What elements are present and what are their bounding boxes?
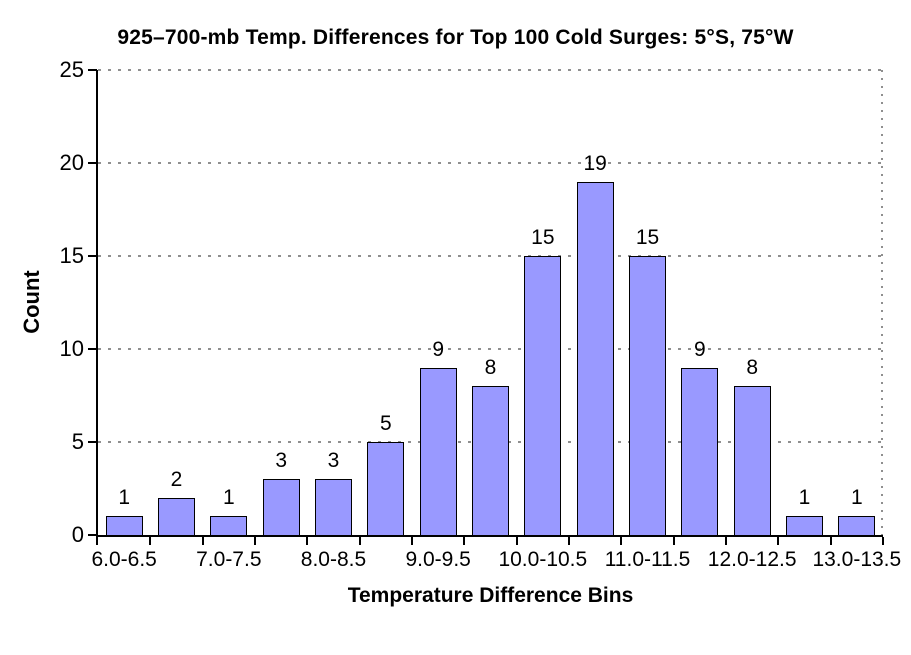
x-axis-title: Temperature Difference Bins: [347, 584, 634, 607]
y-tick-label: 15: [59, 243, 84, 268]
bar-value-label: 15: [635, 226, 660, 249]
bar-value-label: 2: [170, 467, 183, 491]
x-axis-tick: [829, 537, 832, 545]
bar: [158, 497, 195, 535]
bar-value-label: 5: [379, 412, 392, 435]
x-tick-label: 7.0-7.5: [196, 548, 262, 571]
bar: [262, 479, 300, 535]
bar: [681, 367, 719, 535]
gridline: [98, 162, 883, 164]
bar-value-label: 1: [222, 486, 235, 510]
y-tick-label: 5: [71, 429, 84, 454]
y-axis-tick: [88, 255, 97, 257]
bar: [105, 516, 143, 535]
x-axis-tick: [568, 537, 570, 545]
gridline: [98, 255, 883, 257]
x-tick-label: 8.0-8.5: [300, 548, 367, 571]
gridline: [98, 348, 883, 350]
bar: [367, 442, 405, 535]
chart-title: 925–700-mb Temp. Differences for Top 100…: [117, 26, 794, 49]
y-axis-tick: [88, 69, 97, 71]
y-tick-label: 10: [59, 336, 84, 361]
y-tick-label: 0: [71, 522, 84, 547]
x-axis-line: [96, 535, 883, 537]
bar: [210, 516, 248, 535]
bar-value-label: 15: [531, 226, 555, 249]
bar: [786, 516, 823, 535]
bar: [315, 479, 352, 535]
x-axis-tick: [254, 537, 256, 545]
bar: [629, 256, 666, 535]
x-tick-label: 9.0-9.5: [405, 548, 471, 571]
bar-value-label: 3: [327, 449, 340, 473]
x-tick-label: 13.0-13.5: [812, 548, 902, 571]
plot-area: 1 2 1 3 3 5 9 8 15 19 15 9 8 1 1: [98, 69, 883, 535]
x-axis-tick: [411, 537, 413, 545]
bar: [419, 367, 457, 535]
bar-value-label: 1: [850, 486, 863, 510]
bar-value-label: 8: [746, 356, 758, 380]
x-tick-label: 6.0-6.5: [91, 548, 157, 571]
y-tick-label: 25: [59, 57, 84, 82]
x-axis-tick: [306, 537, 309, 545]
y-axis-line: [96, 70, 98, 545]
bar: [838, 516, 876, 535]
y-axis-tick: [88, 162, 97, 164]
y-axis-tick: [88, 348, 97, 350]
bar-value-label: 3: [275, 449, 287, 473]
y-tick-label: 20: [59, 150, 84, 175]
x-axis-tick: [201, 537, 204, 545]
x-tick-label: 10.0-10.5: [498, 548, 588, 571]
bar-value-label: 19: [583, 151, 607, 175]
x-axis-tick: [672, 537, 675, 545]
x-axis-tick: [725, 537, 727, 545]
x-axis-tick: [882, 537, 884, 545]
bar-value-label: 9: [693, 337, 706, 361]
bar: [733, 386, 771, 535]
gridline: [98, 69, 883, 71]
x-tick-label: 11.0-11.5: [604, 548, 691, 571]
bar: [524, 256, 562, 535]
bar: [472, 386, 509, 535]
bar-value-label: 8: [484, 356, 497, 380]
plot-right-border: [881, 70, 883, 535]
bar-value-label: 1: [798, 486, 811, 510]
bar: [576, 181, 614, 535]
y-axis-tick: [88, 534, 97, 536]
bar-value-label: 9: [432, 337, 444, 361]
y-axis-tick: [88, 441, 97, 443]
x-axis-tick: [777, 537, 780, 545]
x-axis-tick: [620, 537, 623, 545]
x-axis-tick: [463, 537, 466, 545]
bar-value-label: 1: [118, 486, 131, 510]
x-tick-label: 12.0-12.5: [707, 548, 797, 571]
x-axis-tick: [149, 537, 152, 545]
x-axis-tick: [358, 537, 361, 545]
x-axis-tick: [515, 537, 518, 545]
